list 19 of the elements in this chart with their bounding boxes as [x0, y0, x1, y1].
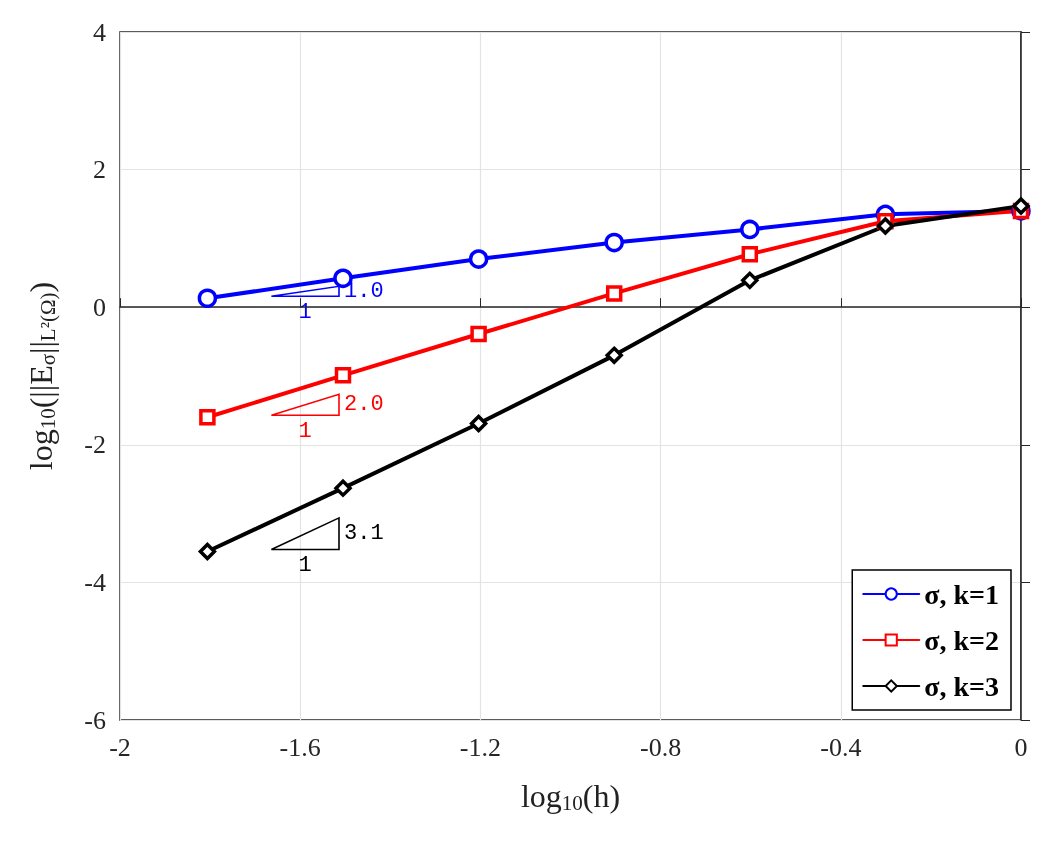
y-tick-label: 2 [93, 155, 106, 185]
legend-label: σ, k=2 [924, 624, 1000, 656]
x-tick-label: -1.2 [459, 732, 501, 762]
x-tick-label: -1.6 [279, 732, 321, 762]
annotation: 3.1 [344, 521, 384, 547]
x-tick-label: -0.4 [820, 732, 862, 762]
legend-label: σ, k=1 [924, 578, 1000, 610]
y-tick-label: -4 [84, 567, 106, 597]
y-axis-title: log10(||Eσ||L²(Ω)) [22, 281, 60, 471]
x-tick-label: -0.8 [640, 732, 682, 762]
legend-label: σ, k=3 [924, 670, 1000, 702]
annotation: 1 [298, 552, 312, 578]
y-tick-label: 0 [93, 292, 106, 322]
y-tick-label: -6 [84, 705, 106, 735]
x-tick-label: 0 [1014, 732, 1028, 762]
annotation: 2.0 [344, 392, 384, 418]
y-tick-label: -2 [84, 430, 106, 460]
annotation: 1 [298, 418, 312, 444]
y-tick-label: 4 [93, 17, 106, 47]
